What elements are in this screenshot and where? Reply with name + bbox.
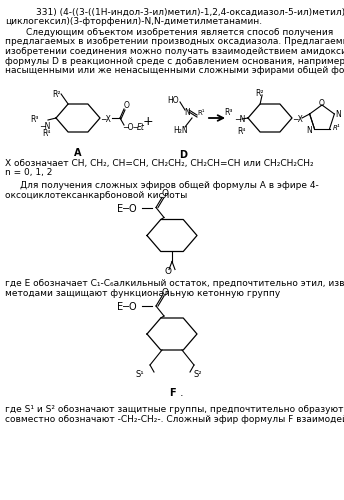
Text: H₂N: H₂N <box>173 126 187 135</box>
Text: где E обозначает C₁-C₆алкильный остаток, предпочтительно этил, известными: где E обозначает C₁-C₆алкильный остаток,… <box>5 280 344 288</box>
Text: ─N: ─N <box>40 122 50 131</box>
Text: методами защищают функциональную кетонную группу: методами защищают функциональную кетонну… <box>5 289 280 298</box>
Text: R²: R² <box>52 90 61 99</box>
Text: R⁴: R⁴ <box>42 129 50 138</box>
Text: O: O <box>164 268 172 276</box>
Text: R¹: R¹ <box>333 124 340 130</box>
Text: 331) (4-((3-((1Н-индол-3-ил)метил)-1,2,4-оксадиазол-5-ил)метил)-: 331) (4-((3-((1Н-индол-3-ил)метил)-1,2,4… <box>36 8 344 17</box>
Text: где S¹ и S² обозначают защитные группы, предпочтительно образуют кольцо и: где S¹ и S² обозначают защитные группы, … <box>5 405 344 414</box>
Text: X обозначает CH, CH₂, CH=CH, CH₂CH₂, CH₂CH=CH или CH₂CH₂CH₂: X обозначает CH, CH₂, CH=CH, CH₂CH₂, CH₂… <box>5 159 314 168</box>
Text: E─O: E─O <box>117 204 137 214</box>
Text: R³: R³ <box>30 115 39 124</box>
Text: ─X: ─X <box>101 115 111 124</box>
Text: циклогексил)(3-фторфенил)-N,N-диметилметанамин.: циклогексил)(3-фторфенил)-N,N-диметилмет… <box>5 18 262 26</box>
Text: совместно обозначают -CH₂-CH₂-. Сложный эфир формулы F взаимодействием с: совместно обозначают -CH₂-CH₂-. Сложный … <box>5 414 344 424</box>
Text: N: N <box>307 126 312 134</box>
Text: Следующим объектом изобретения является способ получения: Следующим объектом изобретения является … <box>26 28 333 37</box>
Text: HO: HO <box>167 96 179 105</box>
Text: F: F <box>169 388 175 398</box>
Text: O: O <box>124 101 130 110</box>
Text: предлагаемых в изобретении производных оксадиазола. Предлагаемые в: предлагаемых в изобретении производных о… <box>5 38 344 46</box>
Text: O: O <box>161 288 168 297</box>
Text: S¹: S¹ <box>136 370 144 379</box>
Text: R²: R² <box>255 89 264 98</box>
Text: A: A <box>74 148 82 158</box>
Text: насыщенными или же ненасыщенными сложными эфирами общей формулы А:: насыщенными или же ненасыщенными сложным… <box>5 66 344 75</box>
Text: R¹: R¹ <box>197 110 204 116</box>
Text: .: . <box>180 388 184 398</box>
Text: S²: S² <box>194 370 203 379</box>
Text: N: N <box>184 108 190 117</box>
Text: O: O <box>161 190 168 198</box>
Text: ─O─: ─O─ <box>123 123 138 132</box>
Text: E─O: E─O <box>117 302 137 312</box>
Text: Et: Et <box>137 123 145 132</box>
Text: оксоциклотексанкарбоновой кислоты: оксоциклотексанкарбоновой кислоты <box>5 190 187 200</box>
Text: R³: R³ <box>224 108 233 117</box>
Text: R⁴: R⁴ <box>237 127 245 136</box>
Text: O: O <box>319 99 325 108</box>
Text: формулы D в реакционной среде с добавлением основания, например, NaH, с: формулы D в реакционной среде с добавлен… <box>5 56 344 66</box>
Text: +: + <box>143 115 153 128</box>
Text: N: N <box>335 110 341 119</box>
Text: ─X: ─X <box>293 115 303 124</box>
Text: ─N: ─N <box>235 115 245 124</box>
Text: n = 0, 1, 2: n = 0, 1, 2 <box>5 168 52 177</box>
Text: D: D <box>179 150 187 160</box>
Text: изобретении соединения можно получать взаимодействием амидоксимов общей: изобретении соединения можно получать вз… <box>5 47 344 56</box>
Text: Для получения сложных эфиров общей формулы A в эфире 4-: Для получения сложных эфиров общей форму… <box>20 181 319 190</box>
